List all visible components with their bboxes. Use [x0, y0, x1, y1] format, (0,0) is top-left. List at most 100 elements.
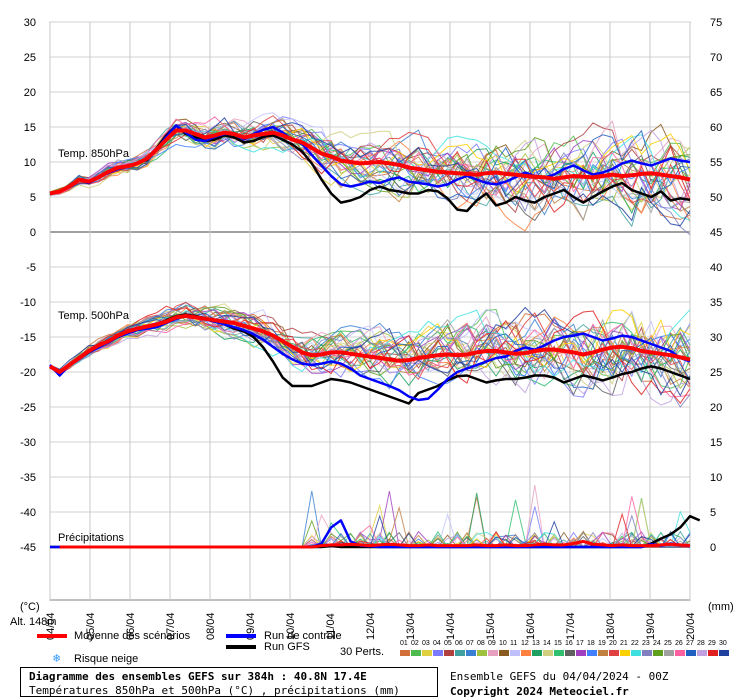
left-tick-label: 20 — [24, 87, 36, 99]
t850-panel-label: Temp. 850hPa — [58, 148, 130, 160]
pert-number: 04 — [433, 640, 441, 647]
legend-gfs-label: Run GFS — [264, 641, 310, 653]
pert-color-swatch — [664, 650, 674, 656]
pert-color-swatch — [510, 650, 520, 656]
pert-color-swatch — [488, 650, 498, 656]
date-tick-label: 06/04 — [125, 612, 137, 640]
right-tick-label: 30 — [710, 332, 722, 344]
legend-control-swatch — [226, 634, 256, 638]
precip-mean-line — [59, 539, 691, 549]
pert-number: 13 — [532, 640, 540, 647]
pert-color-swatch — [565, 650, 575, 656]
pert-number: 06 — [455, 640, 463, 647]
left-tick-label: -35 — [20, 472, 36, 484]
left-tick-label: 30 — [24, 17, 36, 29]
pert-color-swatch — [697, 650, 707, 656]
pert-number: 29 — [708, 640, 716, 647]
t500-perturbation-line — [49, 314, 691, 406]
pert-color-swatch — [675, 650, 685, 656]
pert-color-swatch — [411, 650, 421, 656]
right-tick-label: 55 — [710, 157, 722, 169]
pert-number: 09 — [488, 640, 496, 647]
date-tick-label: 20/04 — [685, 612, 697, 640]
pert-color-swatch — [653, 650, 663, 656]
pert-number: 07 — [466, 640, 474, 647]
pert-number: 30 — [719, 640, 727, 647]
perturbation-legend: 01 02 03 04 05 06 07 08 09 10 11 12 13 14 15 16 17 18 19 20… — [400, 640, 730, 658]
pert-number: 25 — [664, 640, 672, 647]
right-tick-label: 70 — [710, 52, 722, 64]
pert-color-swatch — [576, 650, 586, 656]
right-tick-label: 60 — [710, 122, 722, 134]
right-tick-label: 5 — [710, 507, 716, 519]
pert-number: 27 — [686, 640, 694, 647]
date-tick-label: 16/04 — [525, 612, 537, 640]
left-tick-label: -15 — [20, 332, 36, 344]
left-tick-label: -10 — [20, 297, 36, 309]
pert-number: 23 — [642, 640, 650, 647]
left-tick-label: -25 — [20, 402, 36, 414]
pert-number: 12 — [521, 640, 529, 647]
pert-number: 21 — [620, 640, 628, 647]
title-box: Diagramme des ensembles GEFS sur 384h : … — [20, 667, 438, 697]
legend-mean-swatch — [37, 634, 67, 638]
pert-color-swatch — [686, 650, 696, 656]
pert-color-swatch — [444, 650, 454, 656]
pert-color-swatch — [400, 650, 410, 656]
date-tick-label: 04/04 — [45, 612, 57, 640]
t850-mean-line — [49, 128, 691, 196]
legend-snow-label: Risque neige — [74, 653, 139, 665]
pert-number: 15 — [554, 640, 562, 647]
left-tick-label: 10 — [24, 157, 36, 169]
t850-perturbation-line — [50, 120, 691, 221]
t500-perturbation-line — [49, 305, 691, 405]
t500-panel-label: Temp. 500hPa — [58, 310, 130, 322]
right-tick-label: 10 — [710, 472, 722, 484]
left-tick-label: 5 — [30, 192, 36, 204]
precip-panel-label: Précipitations — [58, 532, 125, 544]
left-tick-label: -5 — [26, 262, 36, 274]
right-tick-label: 35 — [710, 297, 722, 309]
pert-color-swatch — [620, 650, 630, 656]
pert-color-swatch — [719, 650, 729, 656]
chart-subtitle: Températures 850hPa et 500hPa (°C) , pré… — [29, 684, 400, 697]
pert-color-swatch — [543, 650, 553, 656]
left-tick-label: -45 — [20, 542, 36, 554]
pert-number: 16 — [565, 640, 573, 647]
altitude-label: Alt. 148m — [10, 616, 57, 628]
pert-number: 26 — [675, 640, 683, 647]
left-tick-label: -20 — [20, 367, 36, 379]
pert-color-swatch — [477, 650, 487, 656]
date-tick-label: 12/04 — [365, 612, 377, 640]
date-tick-label: 09/04 — [245, 612, 257, 640]
right-tick-label: 25 — [710, 367, 722, 379]
t500-control-line — [49, 314, 691, 402]
date-tick-label: 15/04 — [485, 612, 497, 640]
date-tick-label: 18/04 — [605, 612, 617, 640]
right-tick-label: 40 — [710, 262, 722, 274]
snowflake-icon: ❄ — [53, 651, 61, 665]
pert-number: 19 — [598, 640, 606, 647]
pert-color-swatch — [587, 650, 597, 656]
date-tick-label: 10/04 — [285, 612, 297, 640]
right-unit: (mm) — [708, 601, 734, 613]
t500-perturbation-line — [49, 315, 691, 390]
left-unit: (°C) — [20, 601, 40, 613]
right-tick-label: 20 — [710, 402, 722, 414]
pert-color-swatch — [433, 650, 443, 656]
pert-color-swatch — [642, 650, 652, 656]
pert-number: 08 — [477, 640, 485, 647]
pert-number: 14 — [543, 640, 551, 647]
date-tick-label: 07/04 — [165, 612, 177, 640]
pert-color-swatch — [422, 650, 432, 656]
pert-number: 03 — [422, 640, 430, 647]
pert-number: 02 — [411, 640, 419, 647]
pert-number: 24 — [653, 640, 661, 647]
chart-title: Diagramme des ensembles GEFS sur 384h : … — [29, 670, 367, 683]
left-tick-label: -40 — [20, 507, 36, 519]
pert-number: 18 — [587, 640, 595, 647]
pert-color-swatch — [521, 650, 531, 656]
grid — [49, 21, 691, 601]
pert-number: 22 — [631, 640, 639, 647]
